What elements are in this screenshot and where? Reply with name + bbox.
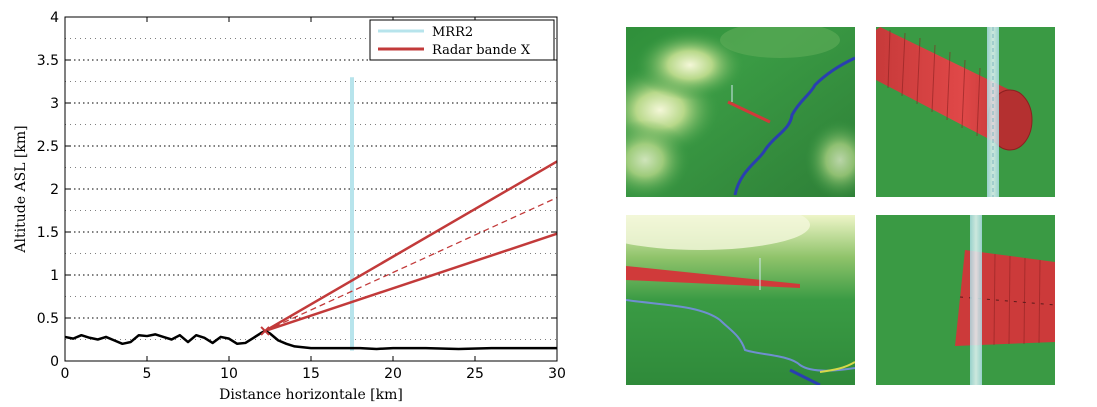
legend-box [369,19,555,61]
x-tick-label: 5 [143,366,152,382]
terrain-overview-image [626,27,855,197]
x-tick-label: 0 [61,366,70,382]
y-axis-label: Altitude ASL [km] [13,125,29,253]
y-tick-label: 3.5 [37,53,59,69]
y-tick-label: 0 [50,354,59,370]
terrain-profile-line [64,329,557,351]
x-tick-label: 10 [220,366,238,382]
y-tick-label: 1.5 [37,225,59,241]
terrain-lowangle-image [626,215,855,385]
chart-marks [64,77,558,351]
x-tick-label: 25 [466,366,484,382]
radar-beam-mark [727,100,771,124]
x-tick-label: 20 [384,366,402,382]
y-tick-label: 2 [50,182,59,198]
radar-beam-lower-line [264,232,558,333]
legend-label-radar: Radar bande X [432,43,531,58]
y-tick-label: 3 [50,96,59,112]
y-tick-label: 2.5 [37,139,59,155]
y-tick-label: 0.5 [37,311,59,327]
beam-closeup-bottom-image [876,215,1055,385]
legend: MRR2 Radar bande X [369,19,555,61]
radar-beam-upper-line [264,160,558,332]
beam-closeup-top-image [876,27,1055,197]
axis-ticks: 0 5 10 15 20 25 30 0 0.5 1 1.5 2 2.5 3 3.5 4 [37,10,566,382]
radar-beam-axis-line [264,197,558,332]
y-tick-label: 1 [50,268,59,284]
x-axis-label: Distance horizontale [km] [219,387,403,403]
y-tick-label: 4 [50,10,59,26]
chart: 0 5 10 15 20 25 30 0 0.5 1 1.5 2 2.5 3 3.5 4 Distance h… [13,10,566,403]
legend-label-mrr2: MRR2 [432,25,473,40]
radar-site-marker [260,326,270,336]
x-tick-label: 15 [302,366,320,382]
x-tick-label: 30 [548,366,566,382]
